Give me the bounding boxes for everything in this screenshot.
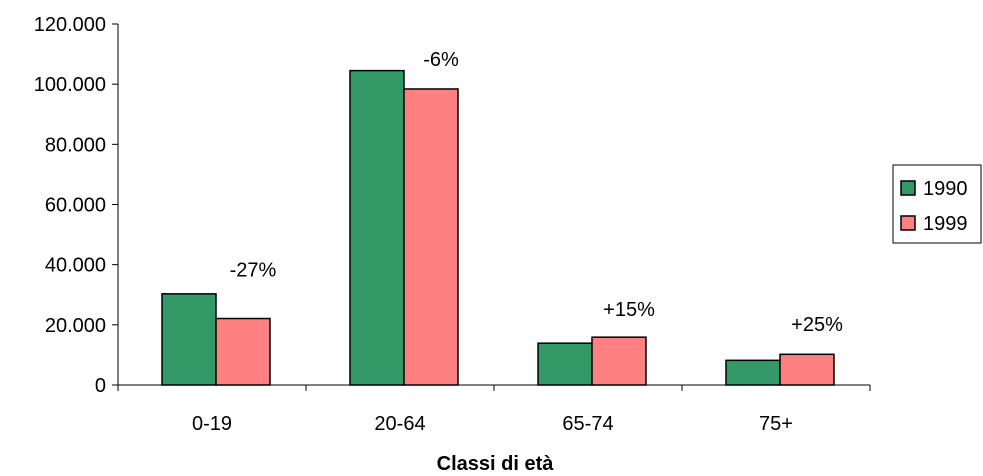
bar-1999-0-19 xyxy=(215,317,271,386)
y-tick-label: 20.000 xyxy=(45,315,106,337)
y-tick-label: 100.000 xyxy=(34,74,106,96)
bar-1990-0-19 xyxy=(161,293,217,386)
bars xyxy=(161,69,835,386)
change-label: -27% xyxy=(230,260,277,282)
legend-label-1990: 1990 xyxy=(923,178,968,200)
y-tick-label: 0 xyxy=(95,375,106,397)
bar-1999-75+ xyxy=(779,353,835,386)
x-axis-title: Classi di età xyxy=(437,453,555,475)
y-tick-label: 120.000 xyxy=(34,14,106,36)
legend-swatch-1999 xyxy=(900,215,916,231)
change-label: -6% xyxy=(423,49,459,71)
y-axis: 0 20.000 40.000 60.000 80.000 100.000 120.000 xyxy=(34,14,119,397)
bar-1990-75+ xyxy=(725,359,781,386)
bar-1990-65-74 xyxy=(537,342,593,386)
legend-label-1999: 1999 xyxy=(923,213,968,235)
legend-swatch-1990 xyxy=(900,180,916,196)
change-label: +25% xyxy=(791,314,843,336)
y-tick-label: 60.000 xyxy=(45,195,106,217)
legend: 1990 1999 xyxy=(892,164,982,244)
bar-1999-65-74 xyxy=(591,336,647,386)
x-tick-label: 20-64 xyxy=(374,413,425,435)
annotations: -27% -6% +15% +25% xyxy=(230,49,843,336)
x-tick-label: 75+ xyxy=(759,413,793,435)
change-label: +15% xyxy=(603,299,655,321)
x-tick-label: 65-74 xyxy=(562,413,613,435)
y-tick-label: 80.000 xyxy=(45,134,106,156)
x-axis: 0-19 20-64 65-74 75+ xyxy=(117,384,871,435)
y-tick-label: 40.000 xyxy=(45,255,106,277)
bar-1990-20-64 xyxy=(349,69,405,386)
bar-1999-20-64 xyxy=(403,88,459,386)
x-tick-label: 0-19 xyxy=(192,413,232,435)
